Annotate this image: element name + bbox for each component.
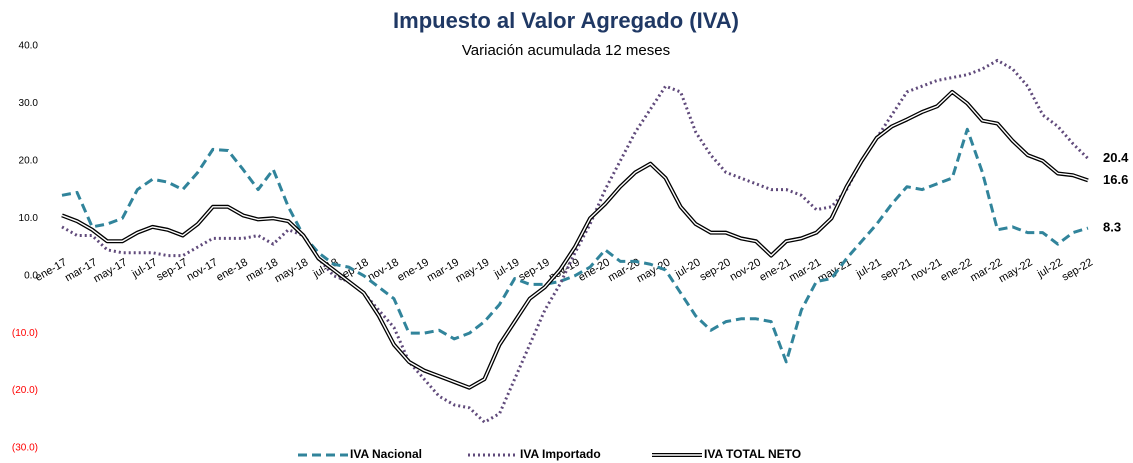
chart-subtitle: Variación acumulada 12 meses: [462, 42, 670, 59]
x-tick-label: ene-20: [576, 256, 612, 284]
x-tick-label: ene-22: [939, 256, 975, 284]
x-tick-label: may-22: [997, 256, 1035, 285]
x-tick-label: nov-21: [909, 256, 944, 283]
legend-label: IVA TOTAL NETO: [704, 447, 801, 461]
y-tick-label: 30.0: [19, 98, 39, 109]
y-tick-label: (20.0): [12, 385, 38, 396]
x-tick-label: jul-18: [310, 256, 340, 280]
x-tick-label: may-18: [273, 256, 311, 285]
y-tick-label: (30.0): [12, 443, 38, 454]
x-tick-label: sep-22: [1060, 256, 1095, 283]
x-tick-label: jul-22: [1035, 256, 1065, 280]
x-tick-label: jul-20: [672, 256, 702, 280]
legend-label: IVA Importado: [520, 447, 601, 461]
end-label: 16.6: [1103, 172, 1128, 187]
x-tick-label: nov-17: [185, 256, 220, 283]
end-label: 20.4: [1103, 150, 1129, 165]
x-tick-label: ene-18: [214, 256, 250, 284]
series-line-inner: [61, 91, 1089, 389]
x-tick-label: nov-20: [728, 256, 763, 283]
y-tick-label: 0.0: [24, 270, 38, 281]
series-line: [61, 127, 1089, 364]
series-line: [61, 89, 1089, 390]
x-tick-label: sep-21: [879, 256, 914, 283]
legend-label: IVA Nacional: [350, 447, 422, 461]
y-tick-label: (10.0): [12, 328, 38, 339]
end-label: 8.3: [1103, 219, 1121, 234]
x-tick-label: may-17: [92, 256, 130, 285]
x-tick-label: sep-19: [517, 256, 552, 283]
x-tick-label: jul-17: [129, 256, 159, 280]
y-tick-label: 40.0: [19, 41, 39, 52]
x-tick-label: ene-21: [758, 256, 794, 284]
x-tick-label: sep-20: [698, 256, 733, 283]
x-tick-label: ene-17: [33, 256, 69, 284]
x-tick-label: may-20: [635, 256, 673, 285]
y-tick-label: 10.0: [19, 213, 39, 224]
x-tick-label: ene-19: [395, 256, 431, 284]
x-tick-label: may-19: [454, 256, 492, 285]
y-tick-label: 20.0: [19, 155, 39, 166]
chart-title: Impuesto al Valor Agregado (IVA): [393, 8, 739, 33]
x-tick-label: jul-19: [491, 256, 521, 280]
x-tick-label: jul-21: [854, 256, 884, 280]
series-line: [61, 58, 1090, 424]
x-tick-label: sep-17: [155, 256, 190, 283]
